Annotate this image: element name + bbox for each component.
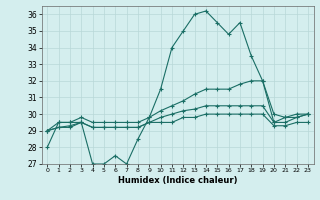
X-axis label: Humidex (Indice chaleur): Humidex (Indice chaleur) [118, 176, 237, 185]
